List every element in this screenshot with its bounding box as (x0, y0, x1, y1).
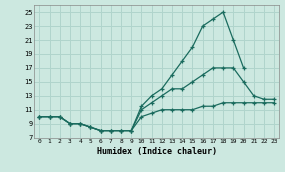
X-axis label: Humidex (Indice chaleur): Humidex (Indice chaleur) (97, 147, 217, 156)
